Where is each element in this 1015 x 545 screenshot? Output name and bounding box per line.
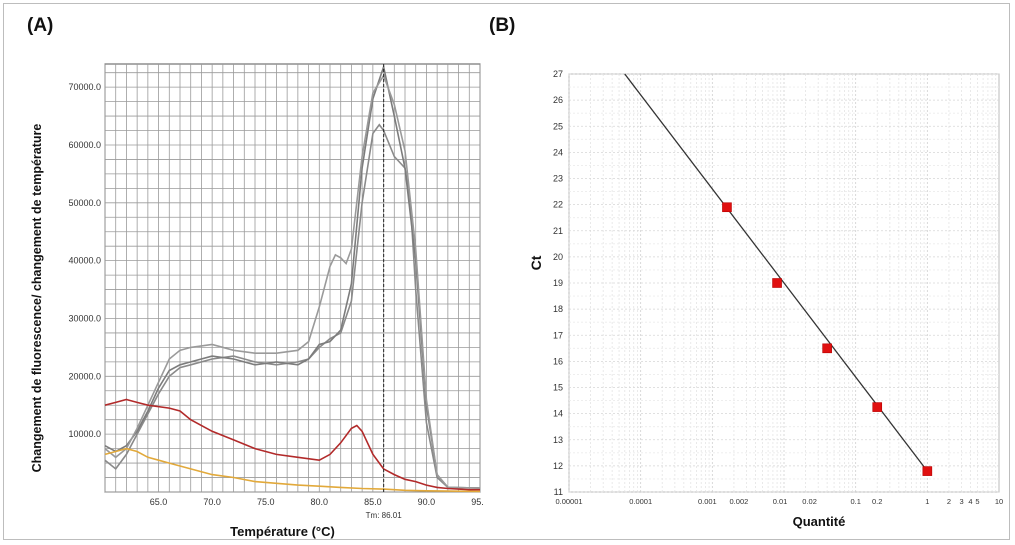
data-point-5 [922,466,933,476]
y-tick-label: 23 [553,174,563,184]
standard-curve-chart: 11121314151617181920212223242526270.0000… [528,69,1003,529]
figure-frame: (A) (B) Tm: 86.01 65.0 70.0 75.0 80.0 85.0 90.… [3,3,1010,540]
y-axis-title: Ct [528,255,544,270]
y-tick-label: 13 [553,435,563,445]
tm-marker-label: Tm: 86.01 [366,511,403,520]
x-tick-label: 5 [975,497,979,506]
x-tick-label: 85.0 [364,497,382,507]
x-tick-label: 0.2 [872,497,882,506]
y-tick-label: 21 [553,226,563,236]
y-axis-title: Changement de fluorescence/ changement d… [30,124,44,473]
y-tick-label: 12 [553,461,563,471]
x-tick-label: 90.0 [418,497,436,507]
x-axis-title: Température (°C) [230,524,335,539]
x-tick-label: 70.0 [203,497,221,507]
x-tick-label: 1 [925,497,929,506]
y-tick-label: 24 [553,147,563,157]
x-tick-label: 80.0 [311,497,329,507]
y-tick-label: 26 [553,95,563,105]
panel-a-label: (A) [27,15,54,36]
data-point-1 [722,202,732,213]
y-tick-label: 50000.0 [68,198,101,208]
x-tick-label: 0.0001 [629,497,652,506]
data-point-3 [822,343,832,354]
y-tick-label: 20 [553,252,563,262]
melt-series-2 [104,63,481,489]
data-point-2 [772,278,782,288]
y-tick-label: 10000.0 [68,429,101,439]
y-tick-label: 14 [553,409,563,419]
y-tick-label: 18 [553,304,563,314]
grid [104,64,481,493]
x-tick-label: 0.02 [802,497,817,506]
x-tick-label: 65.0 [150,497,168,507]
panel-b-label: (B) [489,15,516,36]
y-tick-label: 11 [554,487,563,497]
x-tick-label: 0.00001 [555,497,582,506]
x-tick-label: 3 [959,497,963,506]
x-tick-label: 0.01 [773,497,788,506]
melt-series-3 [104,73,481,489]
y-tick-label: 60000.0 [68,140,101,150]
y-tick-label: 25 [553,121,563,131]
y-tick-label: 27 [553,69,563,79]
y-tick-label: 15 [553,383,563,393]
data-point-4 [872,402,883,412]
x-axis-title: Quantité [793,514,846,529]
x-tick-label: 0.002 [730,497,749,506]
melt-curve-chart: Tm: 86.01 65.0 70.0 75.0 80.0 85.0 90.0 95.0 100… [30,63,484,539]
y-tick-label: 70000.0 [68,82,101,92]
grid [568,73,999,493]
plot-area [104,63,481,493]
y-tick-label: 30000.0 [68,313,101,323]
y-tick-label: 16 [553,356,563,366]
y-tick-label: 22 [553,200,563,210]
y-tick-label: 20000.0 [68,371,101,381]
x-tick-label: 2 [947,497,951,506]
x-tick-label: 95.0 [471,497,484,507]
melt-series-4 [104,398,480,491]
x-tick-label: 4 [968,497,972,506]
y-tick-label: 40000.0 [68,256,101,266]
x-tick-label: 10 [995,497,1003,506]
x-tick-label: 75.0 [257,497,275,507]
y-tick-label: 17 [553,330,563,340]
x-tick-label: 0.001 [698,497,717,506]
x-tick-label: 0.1 [850,497,860,506]
y-tick-label: 19 [553,278,563,288]
melt-series-5 [104,447,481,493]
